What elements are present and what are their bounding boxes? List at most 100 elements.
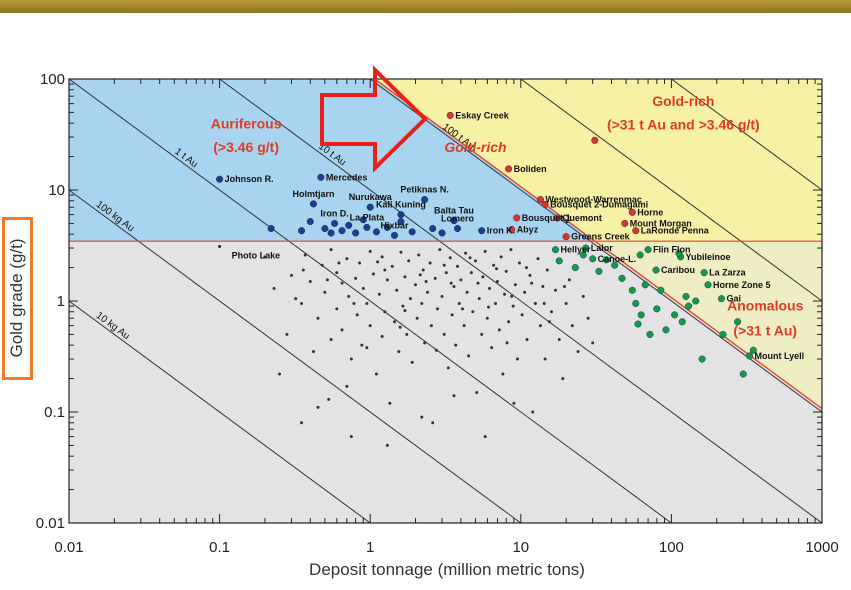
point-label: Lomero: [441, 213, 475, 223]
background-point: [481, 275, 485, 279]
auriferous-point: [321, 224, 329, 232]
point-label: Johnson R.: [225, 174, 274, 184]
background-point: [431, 421, 435, 425]
background-point: [395, 288, 399, 292]
anomalous-point: [634, 320, 642, 328]
background-point: [349, 435, 353, 439]
unlabeled-point: [218, 244, 222, 248]
background-point: [380, 334, 384, 338]
background-point: [429, 324, 433, 328]
anomalous-point: [653, 305, 661, 313]
background-point: [377, 292, 381, 296]
background-point: [397, 350, 401, 354]
anomalous-point: [595, 267, 603, 275]
background-point: [510, 294, 514, 298]
background-point: [399, 250, 403, 254]
background-point: [316, 316, 320, 320]
isoline: [520, 79, 822, 302]
gold-rich-point: [591, 136, 599, 144]
anomalous-point: [662, 326, 670, 334]
anomalous-point: [698, 355, 706, 363]
background-point: [438, 248, 442, 252]
background-point: [480, 332, 484, 336]
background-point: [446, 366, 450, 370]
anomalous-region-label: (>31 t Au): [733, 322, 797, 338]
anomalous-point: [704, 281, 712, 289]
anomalous-point: [637, 311, 645, 319]
auriferous-point: [298, 227, 306, 235]
anomalous-point: [685, 302, 693, 310]
gold-rich-point: [536, 196, 544, 204]
background-point: [562, 285, 566, 289]
gold-rich-point: [562, 233, 570, 241]
background-point: [465, 290, 469, 294]
anomalous-point: [602, 256, 610, 264]
background-point: [345, 257, 349, 261]
anomalous-point: [552, 246, 560, 254]
background-point: [488, 286, 492, 290]
point-label: Mercedes: [326, 172, 368, 182]
background-point: [448, 256, 452, 260]
background-point: [415, 316, 419, 320]
gold-rich-point: [621, 219, 629, 227]
background-point: [352, 301, 356, 305]
auriferous-point: [397, 211, 405, 219]
background-point: [490, 346, 494, 350]
background-point: [329, 337, 333, 341]
auriferous-region: [69, 79, 595, 242]
anomalous-region-label: Anomalous: [727, 298, 803, 314]
background-point: [376, 260, 380, 264]
background-point: [417, 253, 421, 257]
background-point: [469, 271, 473, 275]
background-point: [473, 259, 477, 263]
background-point: [468, 256, 472, 260]
background-point: [504, 269, 508, 273]
background-point: [483, 435, 487, 439]
background-point: [494, 301, 498, 305]
point-label: Kali Kuning: [376, 200, 426, 210]
x-tick-label: 0.1: [209, 539, 230, 556]
background-point: [410, 360, 414, 364]
anomalous-point: [555, 257, 563, 265]
anomalous-point: [719, 330, 727, 338]
anomalous-point: [636, 251, 644, 259]
background-point: [403, 275, 407, 279]
background-point: [365, 346, 369, 350]
background-point: [418, 273, 422, 277]
auriferous-point: [216, 175, 224, 183]
gold-rich-point: [513, 214, 521, 222]
background-point: [380, 255, 384, 259]
background-point: [475, 390, 479, 394]
background-point: [403, 309, 407, 313]
y-tick-label: 100: [40, 71, 65, 88]
background-point: [524, 266, 528, 270]
isoline: [671, 79, 822, 191]
point-label: Westwood-Warrenmac: [545, 195, 642, 205]
background-point: [450, 313, 454, 317]
background-point: [329, 248, 333, 252]
anomalous-point: [745, 352, 753, 360]
title-bar: [0, 0, 851, 13]
background-point: [449, 281, 453, 285]
x-axis-label: Deposit tonnage (million metric tons): [309, 560, 585, 579]
background-point: [507, 320, 511, 324]
anomalous-point: [582, 244, 590, 252]
background-point: [303, 253, 307, 257]
point-label: Iron K.: [487, 226, 516, 236]
background-point: [316, 405, 320, 409]
gold-rich-point: [508, 226, 516, 234]
background-point: [576, 350, 580, 354]
auriferous-point: [429, 224, 437, 232]
background-point: [327, 397, 331, 401]
background-point: [368, 324, 372, 328]
point-label: Lalor: [591, 243, 614, 253]
background-point: [570, 324, 574, 328]
point-label: Bousquet 1: [522, 213, 571, 223]
background-point: [586, 316, 590, 320]
background-point: [311, 350, 315, 354]
auriferous-point: [267, 224, 275, 232]
anomalous-point: [739, 370, 747, 378]
anomalous-point: [692, 297, 700, 305]
background-point: [401, 304, 405, 308]
background-point: [520, 313, 524, 317]
